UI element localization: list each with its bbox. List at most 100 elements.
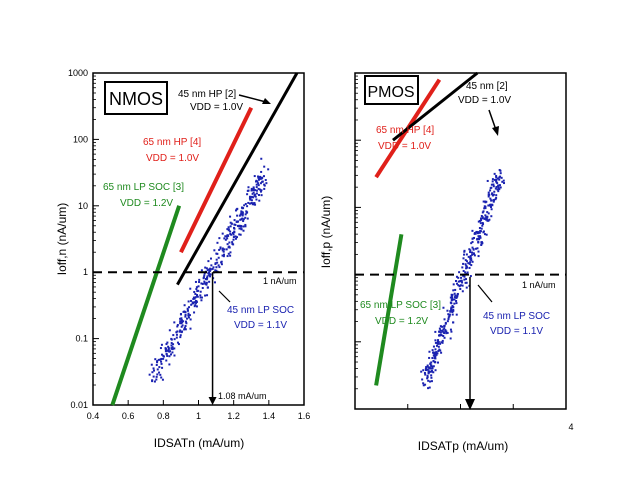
pmos-scatter-point — [470, 242, 473, 245]
pmos-scatter-point — [470, 257, 473, 260]
nmos-scatter-point — [168, 363, 171, 366]
nmos-scatter-point — [170, 337, 173, 340]
nmos-scatter-point — [200, 269, 203, 272]
nmos-scatter-point — [193, 311, 196, 314]
pmos-scatter-point — [439, 331, 442, 334]
nmos-y-tick-label: 1 — [83, 267, 88, 277]
nmos-scatter-point — [242, 207, 245, 210]
nmos-scatter-point — [231, 241, 234, 244]
nmos-scatter-point — [228, 246, 231, 249]
nmos-scatter-point — [179, 336, 182, 339]
pmos-scatter-point — [460, 279, 463, 282]
pmos-scatter-point — [439, 334, 442, 337]
nmos-scatter-point — [165, 343, 168, 346]
pmos-scatter-point — [448, 313, 451, 316]
pmos-scatter-point — [453, 302, 456, 305]
pmos-x-axis-label: IDSATp (mA/um) — [418, 439, 508, 453]
pmos-scatter-point — [430, 380, 433, 383]
pmos-scatter-point — [435, 351, 438, 354]
pmos-scatter-point — [477, 250, 480, 253]
pmos-scatter-point — [465, 265, 468, 268]
nmos-scatter-point — [253, 202, 256, 205]
nmos-scatter-point — [158, 366, 161, 369]
nmos-scatter-point — [215, 258, 218, 261]
nmos-y-tick-label: 100 — [73, 134, 88, 144]
nmos-scatter-point — [206, 294, 209, 297]
pmos-scatter-point — [450, 295, 453, 298]
pmos-title: PMOS — [367, 84, 414, 101]
pmos-scatter-point — [426, 364, 429, 367]
nmos-x-tick-label: 1.4 — [263, 411, 276, 421]
pmos-scatter-point — [484, 201, 487, 204]
pmos-scatter-point — [479, 217, 482, 220]
nmos-scatter-point — [229, 215, 232, 218]
pmos-scatter-point — [481, 211, 484, 214]
nmos-scatter-point — [199, 294, 202, 297]
pmos-scatter-point — [442, 335, 445, 338]
nmos-scatter-point — [252, 188, 255, 191]
nmos-scatter-point — [208, 271, 211, 274]
pmos-label-45nm-lp-soc-line2: VDD = 1.1V — [490, 326, 543, 337]
nmos-scatter-point — [257, 184, 260, 187]
nmos-scatter-point — [167, 345, 170, 348]
pmos-scatter-point — [432, 354, 435, 357]
pmos-scatter-point — [441, 330, 444, 333]
nmos-scatter-point — [209, 268, 212, 271]
pmos-scatter-point — [432, 365, 435, 368]
pmos-scatter-point — [471, 237, 474, 240]
pmos-scatter-point — [444, 321, 447, 324]
pmos-scatter-point — [490, 199, 493, 202]
pmos-scatter-point — [446, 331, 449, 334]
nmos-scatter-point — [219, 247, 222, 250]
nmos-scatter-point — [188, 314, 191, 317]
nmos-scatter-point — [250, 195, 253, 198]
nmos-scatter-point — [227, 226, 230, 229]
nmos-scatter-point — [244, 213, 247, 216]
pmos-scatter-point — [456, 282, 459, 285]
pmos-scatter-point — [450, 308, 453, 311]
pmos-45nm-arrowhead — [492, 126, 499, 136]
pmos-scatter-point — [426, 368, 429, 371]
nmos-scatter-point — [247, 201, 250, 204]
pmos-scatter-point — [465, 253, 468, 256]
pmos-scatter-point — [439, 329, 442, 332]
nmos-scatter-point — [185, 322, 188, 325]
nmos-scatter-point — [164, 347, 167, 350]
pmos-scatter-point — [440, 341, 443, 344]
pmos-scatter-point — [458, 271, 461, 274]
pmos-scatter-point — [464, 271, 467, 274]
pmos-scatter-point — [424, 373, 427, 376]
nmos-scatter-point — [152, 367, 155, 370]
nmos-scatter-point — [252, 186, 255, 189]
nmos-scatter-point — [209, 275, 212, 278]
nmos-scatter-point — [195, 294, 198, 297]
pmos-scatter-point — [442, 306, 445, 309]
nmos-scatter-point — [203, 281, 206, 284]
nmos-scatter-point — [265, 182, 268, 185]
pmos-scatter-point — [437, 349, 440, 352]
nmos-scatter-point — [224, 238, 227, 241]
nmos-scatter-point — [203, 274, 206, 277]
pmos-scatter-point — [428, 350, 431, 353]
pmos-scatter-point — [430, 370, 433, 373]
pmos-ref-label: 1 nA/um — [522, 280, 556, 290]
pmos-scatter-point — [494, 198, 497, 201]
pmos-scatter-point — [426, 377, 429, 380]
nmos-scatter-point — [162, 355, 165, 358]
nmos-45nm-lp-soc-arrow — [218, 290, 231, 303]
pmos-scatter-point — [434, 339, 437, 342]
nmos-scatter-point — [161, 353, 164, 356]
pmos-scatter-point — [434, 341, 437, 344]
nmos-scatter-point — [240, 228, 243, 231]
pmos-scatter-point — [463, 278, 466, 281]
nmos-scatter-point — [181, 324, 184, 327]
nmos-scatter-point — [221, 247, 224, 250]
nmos-scatter-point — [180, 331, 183, 334]
pmos-scatter-point — [476, 232, 479, 235]
nmos-scatter-point — [247, 186, 250, 189]
nmos-scatter-point — [160, 362, 163, 365]
pmos-scatter-point — [482, 200, 485, 203]
pmos-scatter-point — [421, 378, 424, 381]
pmos-scatter-point — [428, 386, 431, 389]
pmos-scatter-point — [430, 374, 433, 377]
